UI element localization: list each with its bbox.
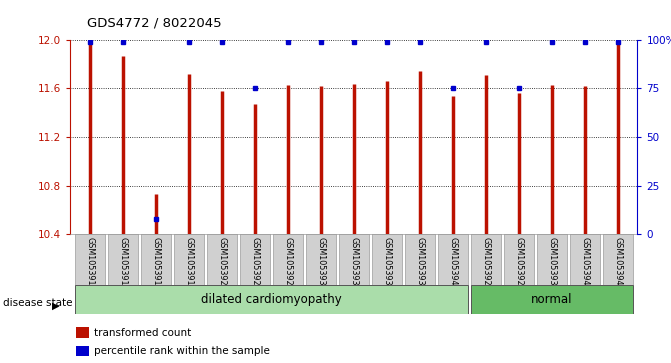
- Bar: [108, 234, 138, 285]
- Text: GSM1053938: GSM1053938: [415, 237, 424, 290]
- Bar: [570, 234, 600, 285]
- Bar: [471, 285, 633, 314]
- Text: transformed count: transformed count: [94, 328, 191, 338]
- Bar: [405, 234, 435, 285]
- Text: GSM1053922: GSM1053922: [481, 237, 491, 290]
- Text: dilated cardiomyopathy: dilated cardiomyopathy: [201, 293, 342, 306]
- Text: GSM1053940: GSM1053940: [580, 237, 589, 290]
- Bar: [306, 234, 336, 285]
- Text: GSM1053941: GSM1053941: [448, 237, 458, 290]
- Text: disease state: disease state: [3, 298, 73, 308]
- Text: GSM1053926: GSM1053926: [284, 237, 293, 290]
- Text: GSM1053942: GSM1053942: [613, 237, 622, 290]
- Bar: [471, 234, 501, 285]
- Text: percentile rank within the sample: percentile rank within the sample: [94, 346, 270, 356]
- Text: GSM1053925: GSM1053925: [250, 237, 260, 290]
- Text: normal: normal: [531, 293, 572, 306]
- Bar: [75, 285, 468, 314]
- Bar: [174, 234, 204, 285]
- Bar: [142, 234, 171, 285]
- Bar: [504, 234, 533, 285]
- Bar: [240, 234, 270, 285]
- Bar: [438, 234, 468, 285]
- Text: GSM1053929: GSM1053929: [514, 237, 523, 290]
- Text: ▶: ▶: [52, 301, 60, 311]
- Text: GSM1053918: GSM1053918: [152, 237, 160, 290]
- Bar: [372, 234, 402, 285]
- Text: GSM1053939: GSM1053939: [548, 237, 556, 290]
- Text: GSM1053933: GSM1053933: [317, 237, 325, 290]
- Bar: [75, 234, 105, 285]
- Text: GSM1053937: GSM1053937: [382, 237, 391, 290]
- Text: GDS4772 / 8022045: GDS4772 / 8022045: [87, 16, 222, 29]
- Text: GSM1053915: GSM1053915: [86, 237, 95, 290]
- Bar: [339, 234, 369, 285]
- Text: GSM1053935: GSM1053935: [350, 237, 358, 290]
- Bar: [273, 234, 303, 285]
- Text: GSM1053917: GSM1053917: [119, 237, 127, 290]
- Text: GSM1053919: GSM1053919: [185, 237, 194, 290]
- Bar: [76, 327, 89, 338]
- Bar: [537, 234, 566, 285]
- Bar: [603, 234, 633, 285]
- Bar: [207, 234, 237, 285]
- Bar: [76, 346, 89, 356]
- Text: GSM1053924: GSM1053924: [217, 237, 227, 290]
